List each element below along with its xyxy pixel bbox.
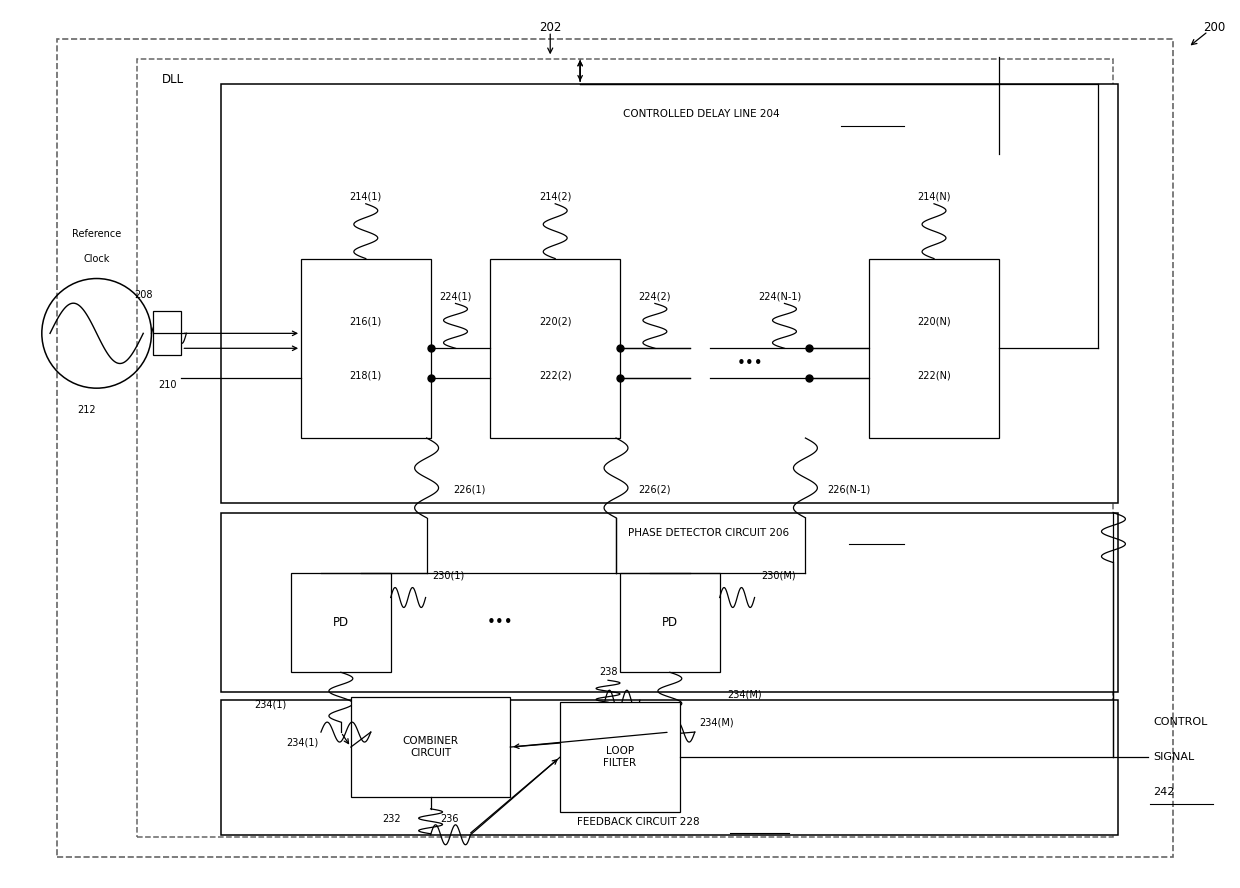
Text: 200: 200 [1203,20,1225,34]
Text: 220(N): 220(N) [918,316,951,327]
Text: 222(2): 222(2) [539,370,572,380]
FancyBboxPatch shape [490,258,620,438]
Text: 218(1): 218(1) [350,370,382,380]
FancyBboxPatch shape [291,573,391,672]
Text: 212: 212 [77,405,95,415]
Text: 208: 208 [134,290,153,300]
Text: FEEDBACK CIRCUIT 228: FEEDBACK CIRCUIT 228 [577,817,699,827]
Text: 238: 238 [599,667,618,678]
Text: PD: PD [662,616,678,629]
Text: LOOP
FILTER: LOOP FILTER [604,746,636,768]
Text: CONTROLLED DELAY LINE 204: CONTROLLED DELAY LINE 204 [622,109,780,119]
Text: 226(2): 226(2) [637,485,671,495]
Text: 234(M): 234(M) [699,718,734,727]
Text: 224(2): 224(2) [639,291,671,301]
Text: PD: PD [332,616,348,629]
Text: COMBINER
CIRCUIT: COMBINER CIRCUIT [403,736,459,757]
Text: Reference: Reference [72,229,122,239]
FancyBboxPatch shape [620,573,719,672]
Text: •••: ••• [737,356,763,371]
Text: 210: 210 [159,380,176,390]
Text: 222(N): 222(N) [918,370,951,380]
Text: •••: ••• [487,615,513,630]
Text: 226(N-1): 226(N-1) [827,485,870,495]
FancyBboxPatch shape [869,258,998,438]
FancyBboxPatch shape [221,84,1118,503]
Text: 224(1): 224(1) [439,291,471,301]
Text: Clock: Clock [83,254,110,264]
FancyBboxPatch shape [560,702,680,812]
Text: 220(2): 220(2) [539,316,572,327]
FancyBboxPatch shape [154,312,181,355]
FancyBboxPatch shape [221,512,1118,693]
Text: 234(1): 234(1) [286,737,319,747]
FancyBboxPatch shape [351,697,511,797]
Text: 224(N-1): 224(N-1) [758,291,801,301]
Text: DLL: DLL [161,73,184,85]
FancyBboxPatch shape [57,39,1173,857]
Text: 202: 202 [539,20,562,34]
FancyBboxPatch shape [136,59,1114,836]
FancyBboxPatch shape [221,701,1118,835]
Text: 230(1): 230(1) [433,571,465,581]
Text: 214(1): 214(1) [350,192,382,202]
Text: SIGNAL: SIGNAL [1153,752,1194,762]
Text: 216(1): 216(1) [350,316,382,327]
Text: 226(1): 226(1) [454,485,486,495]
Text: 214(2): 214(2) [539,192,572,202]
Text: 232: 232 [382,813,401,824]
Text: 230(M): 230(M) [761,571,796,581]
Text: PHASE DETECTOR CIRCUIT 206: PHASE DETECTOR CIRCUIT 206 [629,527,790,538]
FancyBboxPatch shape [301,258,430,438]
Text: 236: 236 [440,813,459,824]
Text: CONTROL: CONTROL [1153,718,1208,727]
Text: 242: 242 [1153,787,1174,797]
Text: 214(N): 214(N) [918,192,951,202]
Text: 234(M): 234(M) [728,689,763,699]
Text: 234(1): 234(1) [254,699,286,710]
